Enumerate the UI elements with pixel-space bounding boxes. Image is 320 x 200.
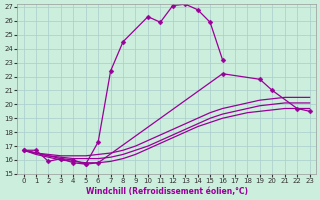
X-axis label: Windchill (Refroidissement éolien,°C): Windchill (Refroidissement éolien,°C) bbox=[85, 187, 248, 196]
